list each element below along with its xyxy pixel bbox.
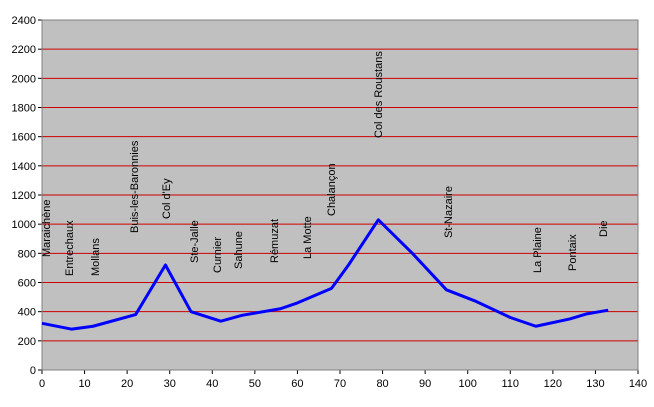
y-tick-label: 0 — [30, 365, 36, 377]
line — [41, 218, 609, 331]
place-label: Col d'Ey — [161, 178, 173, 219]
plot-border — [41, 19, 639, 371]
place-label: Curnier — [212, 237, 224, 273]
y-tick-label: 1200 — [12, 190, 36, 202]
place-label: Sahune — [233, 231, 245, 269]
place-label: Buis-les-Baronnies — [129, 140, 141, 233]
place-label: La Plaine — [532, 227, 544, 273]
x-tick-label: 60 — [291, 378, 303, 390]
y-tick-label: 600 — [18, 278, 36, 290]
place-label: Ste-Jalle — [189, 220, 201, 263]
place-label: Chalançon — [326, 163, 338, 216]
y-tick-label: 800 — [18, 248, 36, 260]
x-tick-label: 140 — [629, 378, 647, 390]
y-tick-label: 2000 — [12, 73, 36, 85]
y-tick-label: 2400 — [12, 15, 36, 27]
place-label: Mollans — [90, 238, 102, 276]
x-tick-label: 40 — [206, 378, 218, 390]
y-tick-label: 1800 — [12, 103, 36, 115]
x-tick-label: 20 — [121, 378, 133, 390]
x-tick-label: 100 — [459, 378, 477, 390]
y-tick-label: 200 — [18, 336, 36, 348]
y-tick-label: 400 — [18, 307, 36, 319]
x-tick-label: 0 — [39, 378, 45, 390]
x-tick-label: 130 — [586, 378, 604, 390]
x-tick-label: 110 — [502, 378, 520, 390]
x-tick-label: 80 — [376, 378, 388, 390]
x-tick-label: 30 — [164, 378, 176, 390]
y-tick-label: 1000 — [12, 219, 36, 231]
x-tick-label: 50 — [249, 378, 261, 390]
y-tick-label: 1600 — [12, 132, 36, 144]
y-tick-label: 2200 — [12, 44, 36, 56]
place-label: Die — [598, 220, 610, 237]
place-label: Pontaix — [567, 234, 579, 271]
place-label: Rémuzat — [269, 219, 281, 263]
place-label: St-Nazaire — [443, 186, 455, 238]
x-tick-label: 120 — [544, 378, 562, 390]
place-label: Maraichène — [41, 200, 53, 257]
x-tick-label: 10 — [78, 378, 90, 390]
place-label: Entrechaux — [64, 220, 76, 276]
y-tick-label: 1400 — [12, 161, 36, 173]
place-label: La Motte — [302, 216, 314, 259]
x-tick-label: 70 — [334, 378, 346, 390]
place-label: Col des Roustans — [373, 51, 385, 138]
x-tick-label: 90 — [419, 378, 431, 390]
